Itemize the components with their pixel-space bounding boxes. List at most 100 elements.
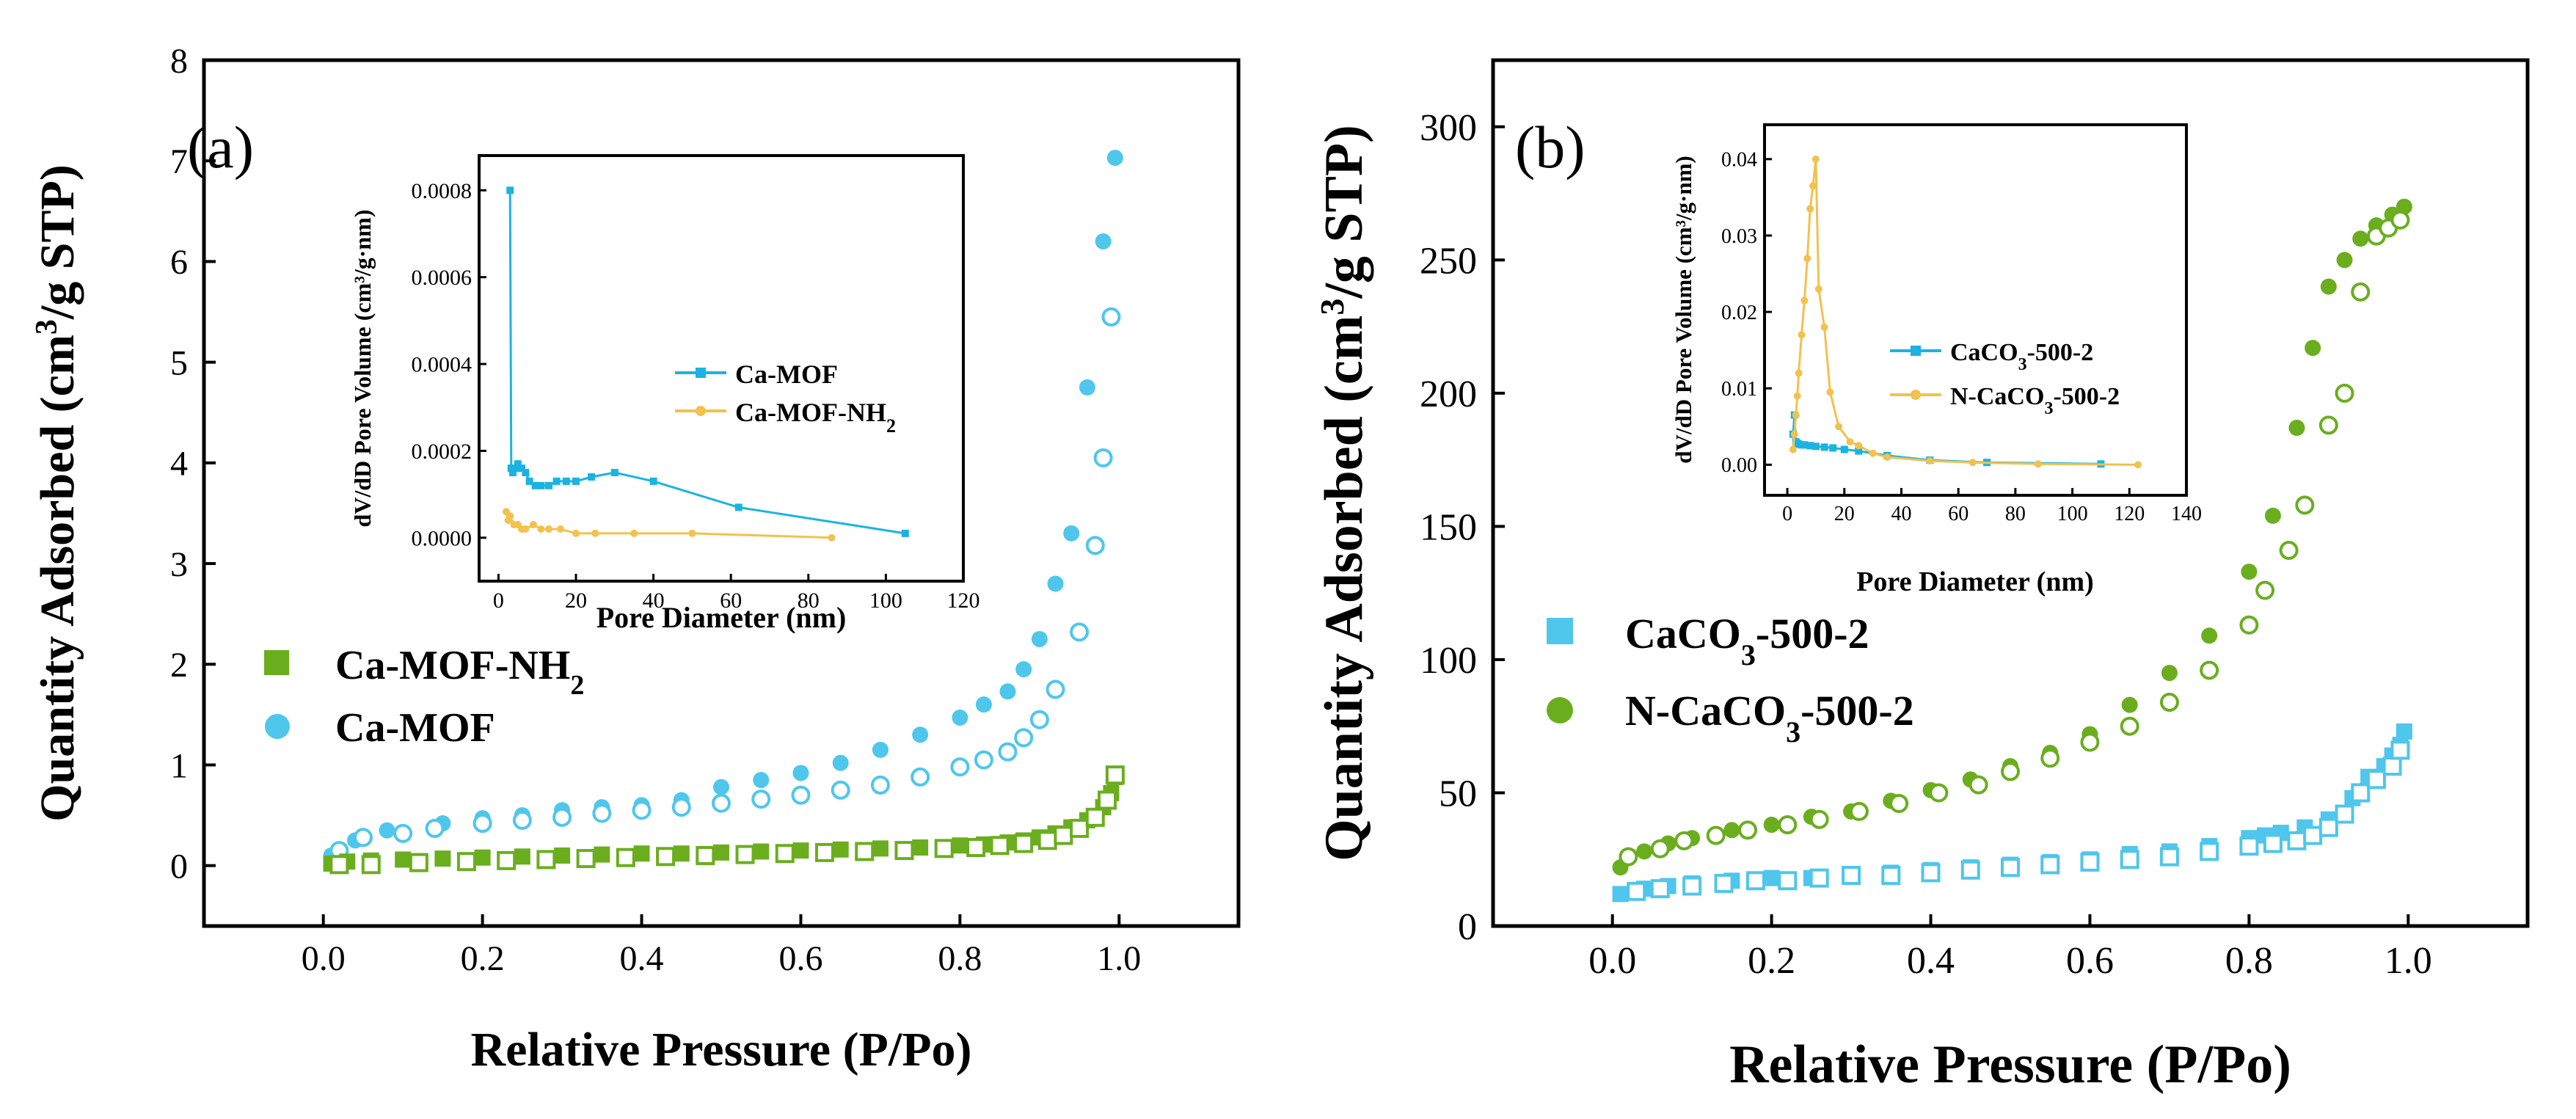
inset-b-y-tick-label: 0.04 xyxy=(1721,149,1757,172)
point-caco3-500-2-desorption xyxy=(1881,866,1901,886)
inset-point-ca-mof xyxy=(552,477,561,485)
point-n-caco3-500-2-adsorption xyxy=(2320,278,2337,295)
inset-point-ca-mof xyxy=(562,477,570,485)
inset-point-ca-mof xyxy=(518,464,526,473)
inset-point-n-caco3-500-2 xyxy=(1811,155,1820,163)
inset-point-caco3-500-2 xyxy=(1829,444,1837,452)
inset-b-x-tick-label: 140 xyxy=(2171,503,2202,525)
point-caco3-500-2-desorption xyxy=(1714,873,1734,893)
point-ca-mof-adsorption xyxy=(975,696,992,713)
panel-a-y-title-main: Quantity Adsorbed (cm xyxy=(31,335,84,822)
point-caco3-500-2-desorption xyxy=(1627,881,1646,901)
point-ca-mof-nh2-desorption xyxy=(1105,765,1125,785)
point-ca-mof-adsorption xyxy=(792,765,809,781)
panel-b-x-tick-label: 0.6 xyxy=(2066,940,2114,982)
point-ca-mof-nh2-adsorption xyxy=(912,839,929,856)
point-n-caco3-500-2-adsorption xyxy=(2336,252,2353,269)
point-caco3-500-2-adsorption xyxy=(1763,870,1780,886)
inset-a-x-axis-title: Pore Diameter (nm) xyxy=(596,601,847,634)
point-ca-mof-desorption xyxy=(393,823,413,843)
point-ca-mof-desorption xyxy=(592,803,612,823)
point-n-caco3-500-2-adsorption xyxy=(2305,340,2321,357)
point-caco3-500-2-desorption xyxy=(2200,842,2219,861)
inset-b-x-tick-label: 20 xyxy=(1834,503,1855,525)
point-ca-mof-nh2-desorption xyxy=(409,853,428,872)
panel-a-y-title-tail: /g STP) xyxy=(31,164,84,320)
point-ca-mof-desorption xyxy=(1085,536,1105,555)
panel-a-y-title-sup: 3 xyxy=(30,319,64,335)
point-caco3-500-2-desorption xyxy=(1921,863,1941,883)
point-ca-mof-adsorption xyxy=(713,779,729,795)
inset-point-ca-mof xyxy=(514,460,522,468)
point-ca-mof-nh2-desorption xyxy=(775,844,795,864)
point-ca-mof-desorption xyxy=(870,775,890,795)
inset-point-n-caco3-500-2 xyxy=(1798,331,1806,339)
inset-b-y-tick-label: 0.01 xyxy=(1721,378,1757,401)
point-n-caco3-500-2-adsorption xyxy=(1723,822,1740,839)
inset-point-caco3-500-2 xyxy=(1811,442,1820,451)
point-n-caco3-500-2-desorption xyxy=(2239,615,2259,635)
point-ca-mof-nh2-adsorption xyxy=(594,846,610,863)
point-n-caco3-500-2-desorption xyxy=(2351,282,2371,302)
inset-a-legend-label-ca-mof-nh2: Ca-MOF-NH2 xyxy=(735,398,896,437)
inset-point-ca-mof xyxy=(572,477,580,485)
panel-a-inset: 0.0000 0.0002 0.0004 0.0006 0.0008 0 20 40 60 80… xyxy=(349,154,980,634)
inset-line-ca-mof-nh2 xyxy=(505,511,832,539)
point-n-caco3-500-2-adsorption xyxy=(2288,420,2305,437)
point-n-caco3-500-2-desorption xyxy=(2390,210,2410,230)
legend-label-caco3-sub: 3 xyxy=(1741,638,1756,671)
point-ca-mof-adsorption xyxy=(1095,233,1112,249)
point-ca-mof-nh2-desorption xyxy=(934,839,954,859)
point-n-caco3-500-2-desorption xyxy=(2335,383,2354,403)
point-ca-mof-nh2-adsorption xyxy=(832,841,849,858)
point-caco3-500-2-desorption xyxy=(2159,847,2179,867)
point-n-caco3-500-2-desorption xyxy=(2120,716,2139,736)
point-ca-mof-nh2-adsorption xyxy=(514,848,530,865)
point-ca-mof-nh2-desorption xyxy=(1014,834,1034,853)
panel-a-y-axis-title: Quantity Adsorbed (cm3/g STP) xyxy=(30,164,84,822)
inset-point-n-caco3-500-2 xyxy=(1855,442,1863,450)
inset-point-ca-mof xyxy=(734,503,742,511)
panel-a: 0 1 2 3 4 5 6 7 8 0.0 0.2 0.4 0.6 0.8 1.0 (a) Relativ… xyxy=(30,42,1241,1076)
point-ca-mof-nh2-adsorption xyxy=(434,850,451,867)
inset-point-caco3-500-2 xyxy=(1820,443,1828,451)
inset-point-ca-mof-nh2 xyxy=(688,529,696,537)
legend-label-caco3-text: CaCO xyxy=(1625,610,1741,657)
inset-a-y-tick-label: 0.0000 xyxy=(412,526,472,550)
point-ca-mof-nh2-adsorption xyxy=(673,845,690,862)
inset-a-y-tick-label: 0.0004 xyxy=(412,353,472,377)
point-n-caco3-500-2-desorption xyxy=(1929,783,1949,803)
inset-point-ca-mof xyxy=(901,529,909,537)
point-caco3-500-2-desorption xyxy=(2001,858,2020,878)
legend-marker-caco3 xyxy=(1547,618,1573,644)
point-ca-mof-desorption xyxy=(998,742,1018,762)
inset-b-legend-label-caco3: CaCO3-500-2 xyxy=(1950,339,2093,374)
point-ca-mof-nh2-desorption xyxy=(1054,825,1073,845)
inset-a-x-tick-label: 0 xyxy=(493,588,504,613)
point-n-caco3-500-2-desorption xyxy=(1619,847,1638,867)
inset-a-y-tick-label: 0.0002 xyxy=(412,440,472,464)
point-ca-mof-nh2-desorption xyxy=(894,841,914,861)
point-ca-mof-adsorption xyxy=(379,822,395,839)
inset-point-n-caco3-500-2 xyxy=(1883,453,1891,461)
point-n-caco3-500-2-desorption xyxy=(2318,415,2338,435)
inset-b-y-axis-title: dV/dD Pore Volume (cm³/g·nm) xyxy=(1671,156,1696,463)
inset-a-x-tick-label: 120 xyxy=(947,588,980,613)
panel-a-x-tick-label: 1.0 xyxy=(1097,939,1141,978)
inset-b-y-tick-label: 0.03 xyxy=(1721,225,1757,248)
inset-b-y-tick-label: 0.02 xyxy=(1721,302,1757,324)
inset-point-ca-mof-nh2 xyxy=(506,512,514,520)
point-ca-mof-desorption xyxy=(1093,448,1113,467)
point-n-caco3-500-2-adsorption xyxy=(1763,817,1780,834)
point-ca-mof-desorption xyxy=(712,793,731,813)
inset-b-legend-marker-n-caco3 xyxy=(1911,390,1921,400)
inset-b-y-tick-label: 0.00 xyxy=(1721,454,1757,477)
point-n-caco3-500-2-adsorption xyxy=(2121,696,2138,713)
legend-label-n-caco3-sub: 3 xyxy=(1786,715,1800,748)
point-ca-mof-desorption xyxy=(911,767,930,787)
point-ca-mof-adsorption xyxy=(1047,575,1064,592)
point-ca-mof-nh2-adsorption xyxy=(872,840,889,857)
point-ca-mof-desorption xyxy=(671,798,691,817)
